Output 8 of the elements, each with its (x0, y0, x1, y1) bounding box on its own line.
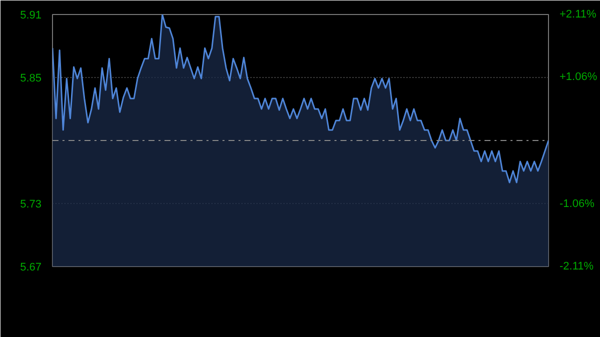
y-tick-label: 5.91 (20, 10, 42, 22)
y-tick-label: 5.67 (20, 262, 42, 274)
y2-tick-label: -1.06% (560, 198, 595, 210)
y2-tick-label: +1.06% (560, 71, 598, 84)
y-tick-label: 5.85 (20, 72, 42, 84)
y2-tick-label: -2.11% (560, 260, 594, 272)
y-tick-label: 5.73 (20, 198, 42, 210)
y2-tick-label: +2.11% (560, 8, 597, 20)
